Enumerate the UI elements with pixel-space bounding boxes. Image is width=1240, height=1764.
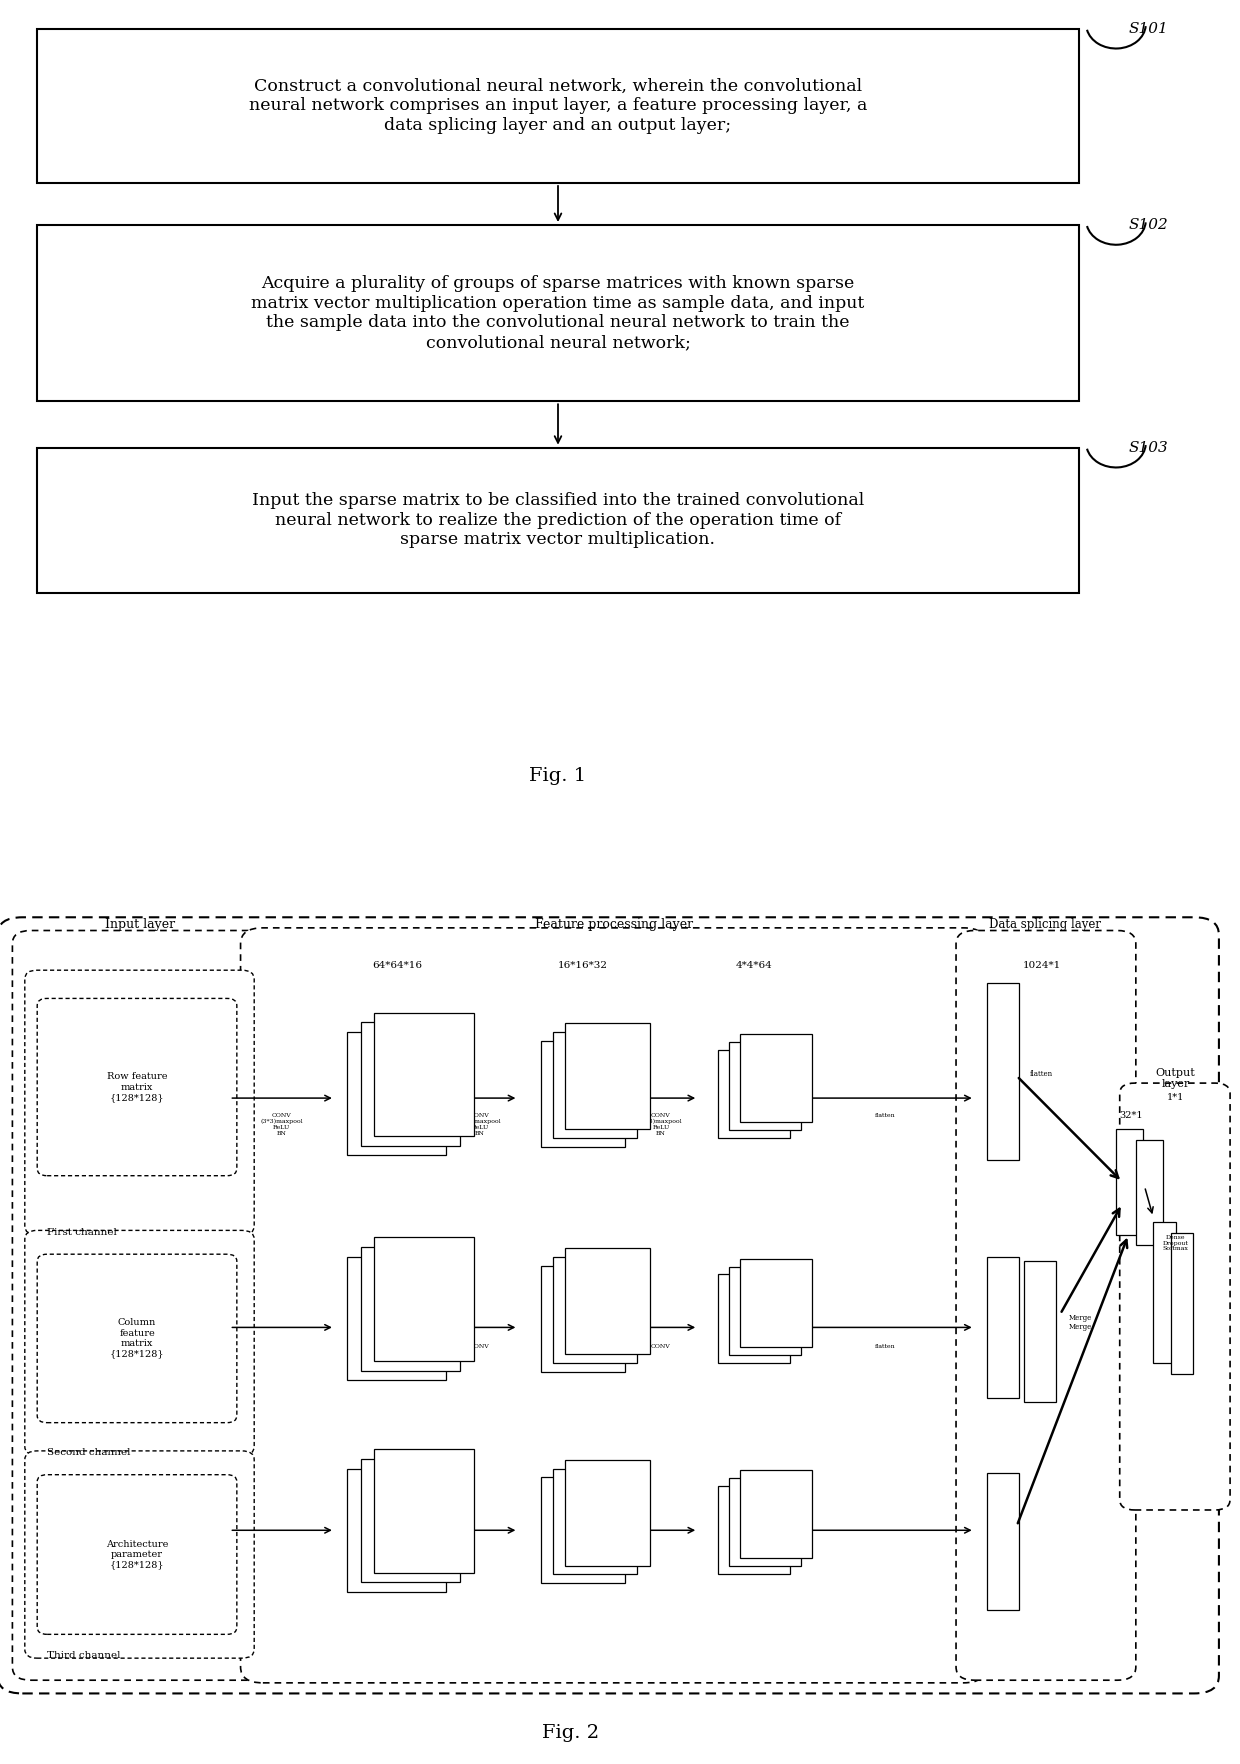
Text: S103: S103 — [1128, 441, 1168, 455]
Bar — [718, 1485, 790, 1573]
Bar — [374, 1013, 474, 1136]
FancyBboxPatch shape — [956, 931, 1136, 1679]
Text: Column
feature
matrix
{128*128}: Column feature matrix {128*128} — [109, 1318, 165, 1358]
FancyBboxPatch shape — [37, 998, 237, 1175]
Bar — [374, 1450, 474, 1573]
Bar — [718, 1050, 790, 1138]
Bar — [553, 1256, 637, 1362]
Text: flatten: flatten — [875, 1344, 895, 1349]
Text: S102: S102 — [1128, 219, 1168, 231]
Bar — [37, 28, 1079, 183]
Text: 4*4*64: 4*4*64 — [735, 961, 773, 970]
Text: Construct a convolutional neural network, wherein the convolutional
neural netwo: Construct a convolutional neural network… — [249, 78, 867, 134]
FancyBboxPatch shape — [241, 928, 986, 1683]
Bar — [718, 1274, 790, 1362]
Text: 1024*1: 1024*1 — [1023, 961, 1060, 970]
Text: 32*1: 32*1 — [1118, 1111, 1143, 1120]
Bar — [553, 1468, 637, 1573]
Text: Row feature
matrix
{128*128}: Row feature matrix {128*128} — [107, 1073, 167, 1102]
Text: Fig. 2: Fig. 2 — [542, 1723, 599, 1743]
Bar — [987, 1256, 1019, 1397]
Bar — [541, 1478, 625, 1584]
Text: Input layer: Input layer — [105, 917, 175, 931]
Bar — [361, 1247, 460, 1371]
Bar — [553, 1032, 637, 1138]
Text: Fig. 1: Fig. 1 — [529, 767, 587, 785]
Bar — [37, 448, 1079, 593]
Bar — [361, 1459, 460, 1582]
Bar — [1171, 1233, 1193, 1374]
FancyBboxPatch shape — [25, 970, 254, 1235]
Text: 16*16*32: 16*16*32 — [558, 961, 608, 970]
Text: 64*64*16: 64*64*16 — [372, 961, 422, 970]
Bar — [37, 224, 1079, 400]
Text: Feature processing layer: Feature processing layer — [534, 917, 693, 931]
Bar — [347, 1256, 446, 1379]
Bar — [374, 1238, 474, 1362]
Text: Data splicing layer: Data splicing layer — [990, 917, 1101, 931]
Text: Acquire a plurality of groups of sparse matrices with known sparse
matrix vector: Acquire a plurality of groups of sparse … — [252, 275, 864, 351]
Text: CONV: CONV — [470, 1344, 490, 1349]
Bar — [740, 1259, 812, 1348]
Text: Merge
Merge: Merge Merge — [1069, 1314, 1092, 1332]
Bar — [1136, 1140, 1163, 1245]
Bar — [541, 1267, 625, 1372]
Bar — [565, 1023, 650, 1129]
Bar — [347, 1468, 446, 1591]
Text: flatten: flatten — [875, 1113, 895, 1118]
Bar — [729, 1267, 801, 1355]
Text: S101: S101 — [1128, 21, 1168, 35]
FancyBboxPatch shape — [25, 1450, 254, 1658]
Bar — [565, 1249, 650, 1355]
Text: Second channel: Second channel — [47, 1448, 130, 1457]
Text: Third channel: Third channel — [47, 1651, 120, 1660]
FancyBboxPatch shape — [12, 931, 267, 1679]
Bar — [565, 1461, 650, 1566]
Text: Architecture
parameter
{128*128}: Architecture parameter {128*128} — [105, 1540, 169, 1570]
Bar — [1153, 1221, 1176, 1362]
Bar — [361, 1023, 460, 1147]
FancyBboxPatch shape — [37, 1254, 237, 1422]
Text: 1*1: 1*1 — [1167, 1094, 1184, 1102]
Bar — [1116, 1129, 1143, 1235]
Bar — [541, 1041, 625, 1147]
Bar — [347, 1032, 446, 1155]
Text: Dense
Dropout
Softmax: Dense Dropout Softmax — [1163, 1235, 1188, 1251]
Bar — [740, 1471, 812, 1559]
Bar — [729, 1478, 801, 1566]
Text: CONV
(3*3)maxpool
ReLU
BN: CONV (3*3)maxpool ReLU BN — [459, 1113, 501, 1136]
Text: flatten: flatten — [1030, 1069, 1053, 1078]
Bar — [1024, 1261, 1056, 1402]
Text: CONV
(3*3)maxpool
ReLU
BN: CONV (3*3)maxpool ReLU BN — [260, 1113, 303, 1136]
Bar — [729, 1041, 801, 1129]
FancyBboxPatch shape — [25, 1231, 254, 1455]
Bar — [987, 983, 1019, 1161]
FancyBboxPatch shape — [1120, 1083, 1230, 1510]
Text: CONV: CONV — [651, 1344, 671, 1349]
Bar — [740, 1034, 812, 1122]
Text: CONV
(3*3)maxpool
ReLU
BN: CONV (3*3)maxpool ReLU BN — [640, 1113, 682, 1136]
Text: First channel: First channel — [47, 1228, 117, 1237]
Text: Output
layer: Output layer — [1156, 1067, 1195, 1088]
FancyBboxPatch shape — [37, 1475, 237, 1633]
Bar — [987, 1473, 1019, 1609]
FancyBboxPatch shape — [0, 917, 1219, 1693]
Text: Input the sparse matrix to be classified into the trained convolutional
neural n: Input the sparse matrix to be classified… — [252, 492, 864, 549]
